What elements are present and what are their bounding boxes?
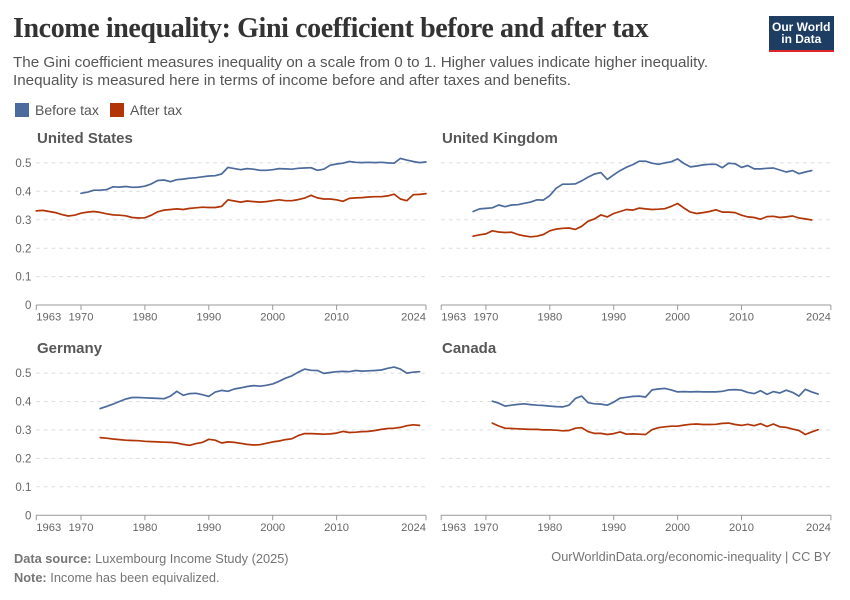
svg-text:0.2: 0.2 bbox=[15, 454, 31, 466]
svg-text:1990: 1990 bbox=[196, 312, 221, 324]
svg-text:0.4: 0.4 bbox=[15, 186, 32, 198]
svg-text:0.3: 0.3 bbox=[15, 215, 31, 227]
svg-text:2010: 2010 bbox=[324, 312, 349, 324]
svg-text:2010: 2010 bbox=[729, 522, 754, 534]
svg-text:0.4: 0.4 bbox=[15, 397, 32, 409]
svg-text:2000: 2000 bbox=[665, 312, 690, 324]
svg-text:2000: 2000 bbox=[260, 312, 285, 324]
svg-text:1963: 1963 bbox=[441, 312, 466, 324]
svg-text:0.1: 0.1 bbox=[15, 272, 31, 284]
svg-text:2024: 2024 bbox=[806, 522, 831, 534]
svg-text:0.5: 0.5 bbox=[15, 158, 31, 170]
svg-text:1990: 1990 bbox=[601, 522, 626, 534]
svg-text:2010: 2010 bbox=[729, 312, 754, 324]
svg-text:1990: 1990 bbox=[601, 312, 626, 324]
svg-text:2000: 2000 bbox=[260, 522, 285, 534]
svg-text:1963: 1963 bbox=[36, 312, 61, 324]
svg-text:2024: 2024 bbox=[401, 312, 426, 324]
svg-text:0.5: 0.5 bbox=[15, 368, 31, 380]
svg-text:1980: 1980 bbox=[537, 312, 562, 324]
svg-text:0: 0 bbox=[25, 510, 31, 522]
svg-text:1970: 1970 bbox=[473, 522, 498, 534]
svg-text:2010: 2010 bbox=[324, 522, 349, 534]
svg-text:1970: 1970 bbox=[473, 312, 498, 324]
svg-text:0: 0 bbox=[25, 300, 31, 312]
svg-text:0.2: 0.2 bbox=[15, 243, 31, 255]
svg-text:1980: 1980 bbox=[132, 522, 157, 534]
svg-text:1963: 1963 bbox=[441, 522, 466, 534]
svg-text:2024: 2024 bbox=[806, 312, 831, 324]
svg-text:1980: 1980 bbox=[537, 522, 562, 534]
svg-text:1990: 1990 bbox=[196, 522, 221, 534]
svg-text:0.3: 0.3 bbox=[15, 425, 31, 437]
svg-text:0.1: 0.1 bbox=[15, 482, 31, 494]
svg-text:2024: 2024 bbox=[401, 522, 426, 534]
svg-text:1963: 1963 bbox=[36, 522, 61, 534]
svg-text:1970: 1970 bbox=[69, 522, 94, 534]
svg-text:1970: 1970 bbox=[69, 312, 94, 324]
svg-text:2000: 2000 bbox=[665, 522, 690, 534]
svg-text:1980: 1980 bbox=[132, 312, 157, 324]
